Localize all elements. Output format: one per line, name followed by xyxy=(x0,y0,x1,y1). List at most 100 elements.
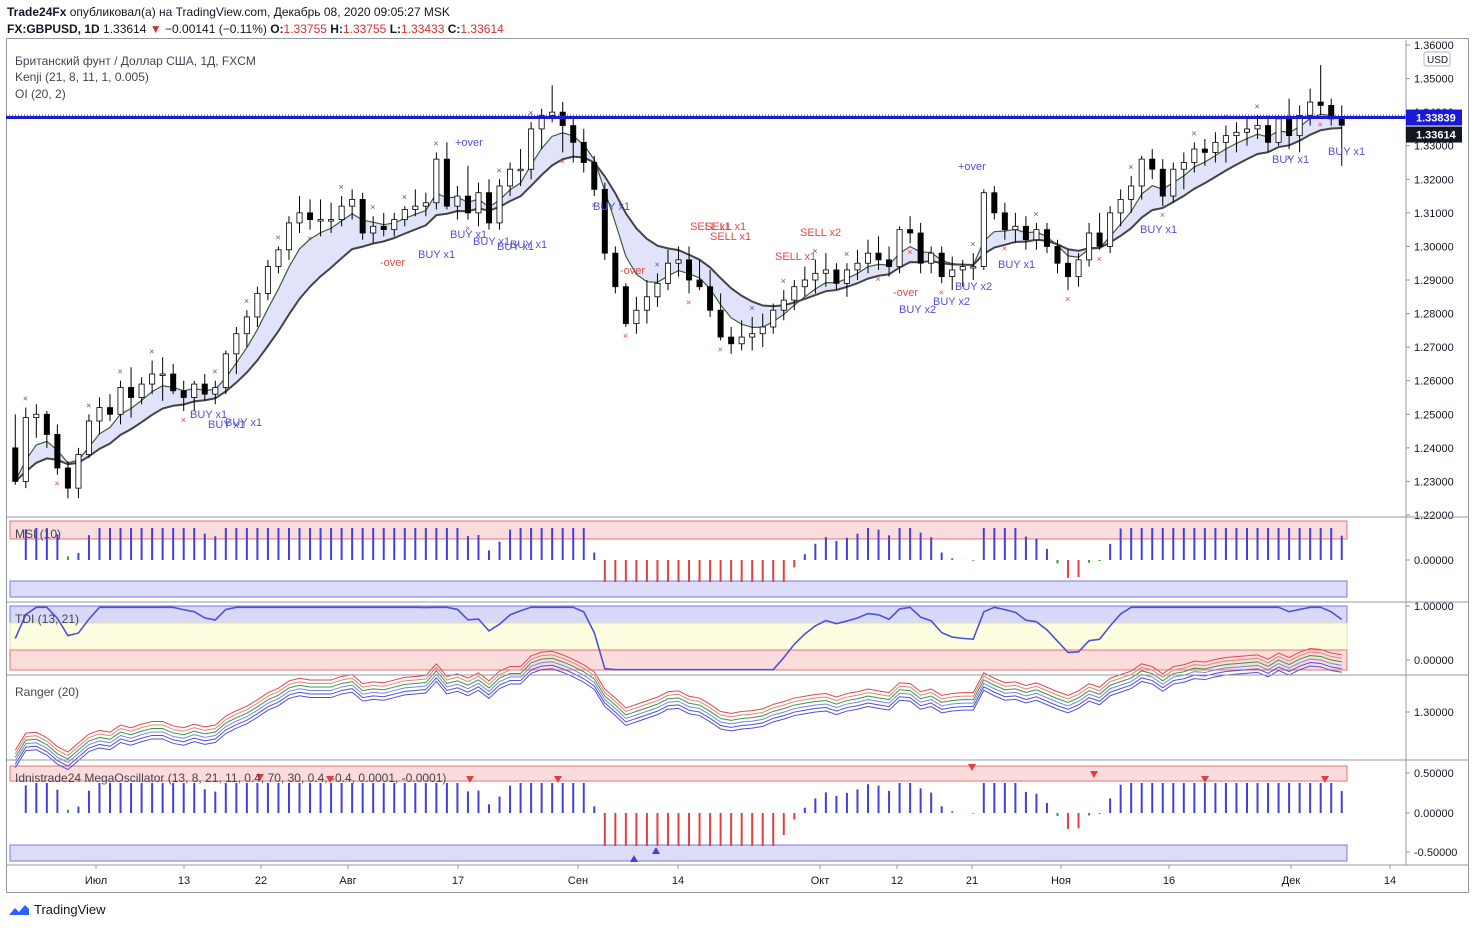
candle xyxy=(75,447,82,499)
oi-legend[interactable]: OI (20, 2) xyxy=(15,87,66,101)
candle-body xyxy=(949,269,956,278)
candle xyxy=(517,149,524,186)
signal-cross-mark: × xyxy=(686,297,691,307)
candle xyxy=(843,263,850,297)
candle xyxy=(170,363,177,395)
candle-body xyxy=(1043,229,1050,247)
candle-body xyxy=(886,259,893,267)
candle-body xyxy=(812,272,819,281)
candle-body xyxy=(612,252,619,288)
candle xyxy=(864,239,871,274)
candle xyxy=(33,404,40,438)
candle xyxy=(696,259,703,291)
kenji-legend[interactable]: Kenji (21, 8, 11, 1, 0.005) xyxy=(15,70,149,84)
candle xyxy=(264,259,271,301)
tdi-legend[interactable]: TDI (13, 21) xyxy=(15,612,80,626)
mega-sell-arrow xyxy=(256,774,264,781)
signal-label: -over xyxy=(893,287,918,299)
signal-cross-mark: × xyxy=(86,400,91,410)
candle-body xyxy=(622,286,629,325)
candle-body xyxy=(422,202,429,207)
candle xyxy=(138,377,145,405)
candle xyxy=(980,189,987,270)
candle xyxy=(1275,115,1282,146)
last-price-badge xyxy=(1406,126,1462,143)
candle-body xyxy=(170,373,177,392)
candle-body xyxy=(328,219,335,222)
candle-body xyxy=(896,229,903,267)
candle-body xyxy=(1159,168,1166,197)
candle-body xyxy=(1054,246,1061,264)
candle-body xyxy=(159,373,166,376)
candle xyxy=(1201,139,1208,166)
candle-body xyxy=(117,387,124,415)
signal-cross-mark: × xyxy=(1318,120,1323,130)
candle-body xyxy=(233,333,240,355)
msi-legend[interactable]: MSI (10) xyxy=(15,527,62,541)
signal-cross-mark: × xyxy=(370,202,375,212)
candle-body xyxy=(412,205,419,210)
candle xyxy=(1254,115,1261,139)
candle-body xyxy=(843,269,850,284)
candle xyxy=(1170,162,1177,203)
candle-body xyxy=(201,383,208,395)
candle-body xyxy=(959,266,966,271)
candle xyxy=(475,182,482,227)
price-tick-label: 1.23000 xyxy=(1414,476,1454,488)
candle-body xyxy=(864,252,871,264)
candle xyxy=(928,246,935,274)
candle-body xyxy=(654,282,661,298)
price-tick-label: 1.35000 xyxy=(1414,74,1454,86)
candle xyxy=(770,303,777,334)
o-label: O: xyxy=(270,22,284,36)
signal-cross-mark: × xyxy=(1097,254,1102,264)
ranger-legend[interactable]: Ranger (20) xyxy=(15,685,80,699)
signal-label: +over xyxy=(958,161,986,173)
candle xyxy=(422,192,429,217)
signal-cross-mark: × xyxy=(844,249,849,259)
candle xyxy=(633,296,640,334)
candle-body xyxy=(486,192,493,224)
candle xyxy=(1075,253,1082,287)
tradingview-logo[interactable]: TradingView xyxy=(8,902,106,917)
candle-body xyxy=(854,262,861,271)
candle xyxy=(117,380,124,425)
signal-cross-mark: × xyxy=(591,200,596,210)
currency-badge xyxy=(1423,51,1451,67)
candle xyxy=(43,410,50,448)
time-tick-label: 14 xyxy=(1384,875,1396,887)
candle-body xyxy=(1149,158,1156,170)
candle-body xyxy=(1243,128,1250,133)
candle xyxy=(896,226,903,274)
candle xyxy=(1265,115,1272,153)
candle xyxy=(433,152,440,210)
candle-body xyxy=(75,454,82,489)
price-tick-label: 1.31000 xyxy=(1414,208,1454,220)
signal-label: BUY x1 xyxy=(497,241,534,253)
candle xyxy=(959,259,966,287)
symbol-title[interactable]: Британский фунт / Доллар США, 1Д, FXCM xyxy=(15,54,256,68)
mega-oscillator-legend[interactable]: Idnistrade24 MegaOscillator (13, 8, 21, … xyxy=(15,771,447,785)
price-tick-label: 1.25000 xyxy=(1414,409,1454,421)
candle xyxy=(1296,105,1303,153)
signal-cross-mark: × xyxy=(149,347,154,357)
candle-body xyxy=(33,413,40,419)
candle xyxy=(454,186,461,220)
candle xyxy=(370,216,377,244)
currency-label: USD xyxy=(1427,55,1448,66)
tradingview-logo-icon xyxy=(9,904,29,915)
price-tick-label: 1.22000 xyxy=(1414,510,1454,522)
candle xyxy=(243,310,250,348)
candle xyxy=(1096,212,1103,250)
candle-body xyxy=(822,269,829,274)
mega-buy-arrow xyxy=(652,847,660,854)
candle xyxy=(96,397,103,435)
candle-body xyxy=(686,259,693,281)
candle xyxy=(1191,142,1198,173)
candle-body xyxy=(370,225,377,234)
candle xyxy=(159,357,166,401)
candle xyxy=(1086,222,1093,267)
candle xyxy=(970,253,977,280)
mega-sell-arrow xyxy=(968,764,976,771)
